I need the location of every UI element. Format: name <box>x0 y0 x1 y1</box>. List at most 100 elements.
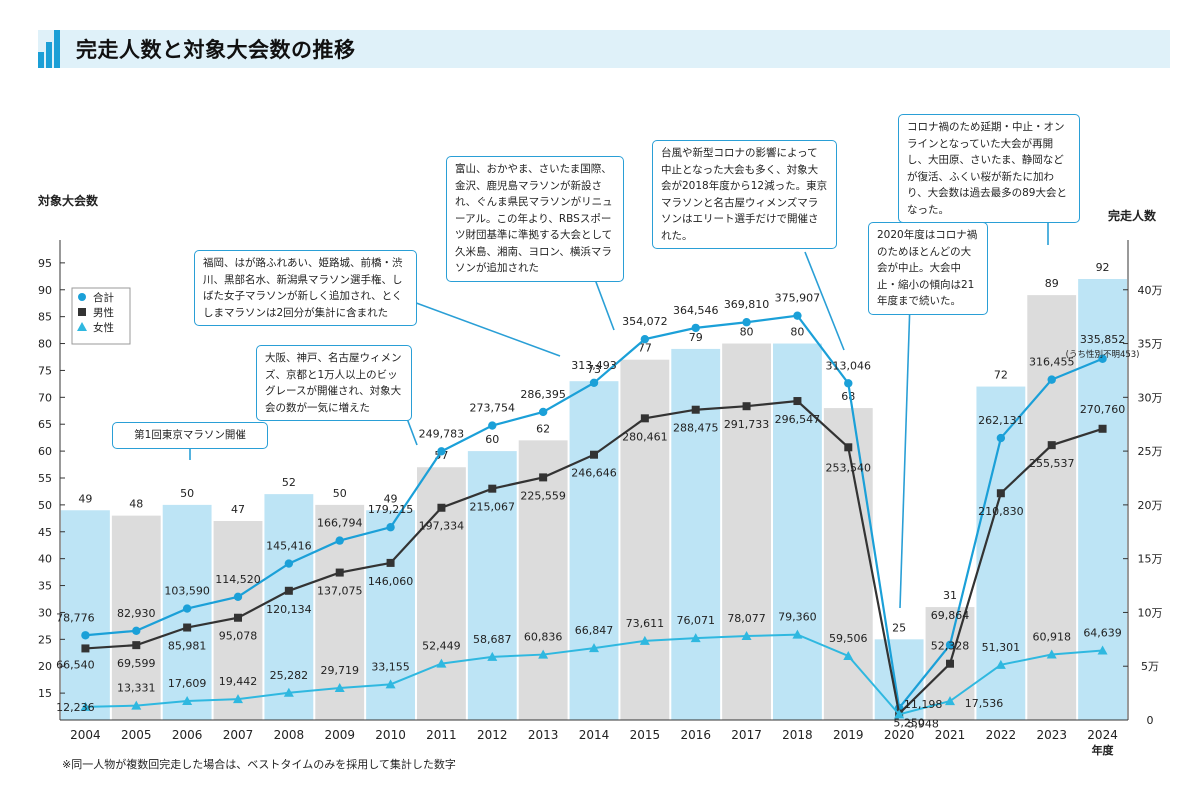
legend-label-1: 男性 <box>93 306 114 319</box>
data-label-triangle-2018: 79,360 <box>778 611 817 624</box>
point-square-2014 <box>590 450 598 459</box>
data-label-circle-2023: 316,455 <box>1029 356 1075 369</box>
data-label-triangle-2009: 29,719 <box>320 664 359 677</box>
data-label-circle-2007: 114,520 <box>215 573 261 586</box>
data-label-triangle-2004: 12,236 <box>56 701 95 714</box>
point-triangle-2005 <box>131 700 142 710</box>
left-axis-title: 対象大会数 <box>38 194 99 208</box>
point-circle-2009 <box>335 536 344 545</box>
bar-label-2014: 73 <box>587 363 601 376</box>
point-triangle-2022 <box>995 659 1006 669</box>
bar-label-2006: 50 <box>180 487 194 500</box>
point-triangle-2007 <box>233 694 243 704</box>
data-label-square-2020: 5,948 <box>907 718 939 731</box>
point-circle-2017 <box>742 318 751 327</box>
data-label-circle-2005: 82,930 <box>117 607 156 620</box>
point-triangle-2024 <box>1097 645 1108 655</box>
point-circle-2013 <box>538 407 548 417</box>
left-tick-label-85: 85 <box>38 311 52 324</box>
bar-label-2004: 49 <box>78 492 92 505</box>
left-tick-label-30: 30 <box>38 606 52 619</box>
x-tick-label-2007: 2007 <box>223 728 254 742</box>
left-tick-label-75: 75 <box>38 364 52 377</box>
x-tick-label-2013: 2013 <box>528 728 559 742</box>
point-triangle-2018 <box>792 629 803 639</box>
right-tick-label-250000: 25万 <box>1138 445 1163 458</box>
legend-marker-circle <box>78 293 86 301</box>
point-circle-2021 <box>945 640 955 650</box>
data-label-square-2024: 270,760 <box>1080 403 1126 416</box>
left-tick-label-70: 70 <box>38 391 52 404</box>
data-label-square-2011: 197,334 <box>419 520 465 533</box>
right-tick-label-350000: 35万 <box>1138 338 1163 351</box>
left-tick-label-35: 35 <box>38 580 52 593</box>
data-label-circle-2022: 262,131 <box>978 414 1024 427</box>
point-square-2012 <box>488 484 497 493</box>
data-label-circle-2013: 286,395 <box>520 388 566 401</box>
data-label-triangle-2023: 60,918 <box>1032 630 1071 643</box>
point-circle-2016 <box>691 323 700 333</box>
x-tick-label-2009: 2009 <box>324 728 355 742</box>
x-tick-label-2021: 2021 <box>935 728 966 742</box>
data-label-triangle-2007: 19,442 <box>219 675 258 688</box>
point-square-2023 <box>1047 441 1056 450</box>
point-triangle-2017 <box>741 631 752 641</box>
point-circle-2012 <box>488 421 497 430</box>
data-label-triangle-2014: 66,847 <box>575 624 614 637</box>
data-label-circle-2014: 313,493 <box>571 359 617 372</box>
bar-label-2007: 47 <box>231 503 245 516</box>
right-tick-label-400000: 40万 <box>1138 284 1163 297</box>
point-triangle-2016 <box>690 633 701 643</box>
x-tick-label-2019: 2019 <box>833 728 864 742</box>
left-tick-label-40: 40 <box>38 553 52 566</box>
data-label-square-2015: 280,461 <box>622 430 668 443</box>
x-tick-label-2012: 2012 <box>477 728 508 742</box>
point-triangle-2013 <box>538 649 549 659</box>
annotation-2011: 福岡、はが路ふれあい、姫路城、前橋・渋川、黒部名水、新潟県マラソン選手権、しばた… <box>194 250 417 326</box>
left-tick-label-25: 25 <box>38 633 52 646</box>
data-label-circle-2015: 354,072 <box>622 315 668 328</box>
data-label-triangle-2019: 59,506 <box>829 632 868 645</box>
point-square-2022 <box>996 489 1005 498</box>
x-tick-label-2017: 2017 <box>731 728 762 742</box>
bar-label-2012: 60 <box>485 433 499 446</box>
data-label-square-2008: 120,134 <box>266 603 312 616</box>
data-label-square-2021: 52,328 <box>931 640 970 653</box>
data-label-triangle-2006: 17,609 <box>168 677 207 690</box>
point-triangle-2012 <box>487 651 498 661</box>
data-label-square-2010: 146,060 <box>368 575 414 588</box>
note-2024: (うち性別不明453) <box>1066 349 1140 360</box>
bar-2013 <box>518 440 568 720</box>
point-square-2018 <box>793 397 802 406</box>
point-square-2015 <box>640 414 649 423</box>
point-square-2005 <box>132 641 141 650</box>
x-tick-label-2024: 2024 <box>1087 728 1118 742</box>
left-tick-label-60: 60 <box>38 445 52 458</box>
right-tick-label-100000: 10万 <box>1138 606 1163 619</box>
left-tick-label-20: 20 <box>38 660 52 673</box>
data-label-triangle-2022: 51,301 <box>982 641 1021 654</box>
data-label-triangle-2013: 60,836 <box>524 631 563 644</box>
data-label-square-2016: 288,475 <box>673 422 719 435</box>
legend-marker-square <box>78 308 86 316</box>
data-label-circle-2016: 364,546 <box>673 304 719 317</box>
data-label-square-2019: 253,540 <box>826 461 872 474</box>
data-label-triangle-2024: 64,639 <box>1083 626 1122 639</box>
data-label-square-2012: 215,067 <box>470 501 516 514</box>
bar-label-2013: 62 <box>536 422 550 435</box>
point-square-2019 <box>844 443 853 452</box>
data-label-circle-2012: 273,754 <box>470 402 516 415</box>
point-circle-2011 <box>437 447 446 456</box>
left-tick-label-15: 15 <box>38 687 52 700</box>
point-triangle-2021 <box>945 696 955 706</box>
x-tick-label-2008: 2008 <box>274 728 305 742</box>
bar-chart-icon <box>38 30 68 68</box>
point-triangle-2010 <box>385 679 396 689</box>
x-tick-label-2020: 2020 <box>884 728 915 742</box>
point-square-2004 <box>81 644 90 653</box>
data-label-square-2009: 137,075 <box>317 585 363 598</box>
point-triangle-2009 <box>334 683 345 693</box>
point-circle-2022 <box>996 433 1006 443</box>
point-square-2010 <box>386 558 395 567</box>
bar-label-2010: 49 <box>384 492 398 505</box>
